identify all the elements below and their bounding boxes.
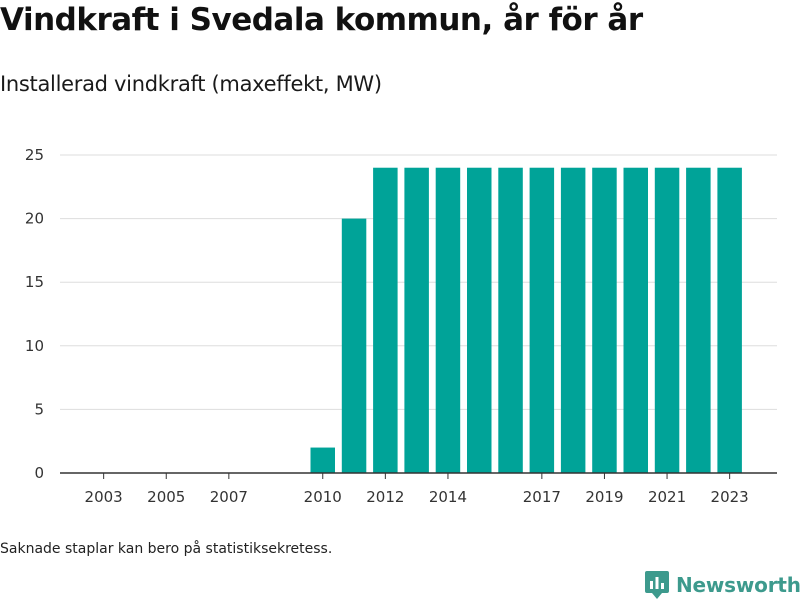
y-tick-label: 0 [34,464,44,482]
chart-title: Vindkraft i Svedala kommun, år för år [0,2,643,38]
bar-2021 [654,167,680,473]
bar-2022 [686,167,711,473]
bar-2018 [560,167,586,473]
bar-2017 [529,167,555,473]
newsworthy-logo-icon [645,571,669,599]
x-tick-label: 2017 [523,488,561,506]
bar-2015 [467,167,492,473]
y-tick-label: 10 [25,337,44,355]
bar-2013 [404,167,429,473]
bar-2023 [717,167,742,473]
y-tick-label: 5 [34,400,44,418]
x-tick-label: 2023 [711,488,749,506]
brand-logo: Newsworthy [644,569,800,601]
x-tick-label: 2003 [85,488,123,506]
bar-2014 [435,167,461,473]
x-tick-label: 2019 [585,488,623,506]
x-tick-label: 2012 [366,488,404,506]
bars [310,167,742,473]
x-tick-label: 2021 [648,488,686,506]
bar-2020 [623,167,648,473]
x-tick-label: 2014 [429,488,467,506]
x-tick-label: 2005 [147,488,185,506]
x-tick-label: 2007 [210,488,248,506]
chart-subtitle: Installerad vindkraft (maxeffekt, MW) [0,72,382,96]
bar-chart: 0 5 10 15 20 25 2003 2005 2007 2010 2012 2014 2017 20… [25,146,777,506]
bar-2016 [498,167,523,473]
x-tick-label: 2010 [304,488,342,506]
axes: 0 5 10 15 20 25 2003 2005 2007 2010 2012 2014 2017 20… [25,146,777,506]
bar-2012 [373,167,398,473]
bar-2019 [592,167,617,473]
y-tick-label: 25 [25,146,44,164]
y-tick-label: 20 [25,210,44,228]
brand-name: Newsworthy [676,573,800,597]
footnote: Saknade staplar kan bero på statistiksek… [0,541,333,557]
bar-2011 [341,218,367,473]
y-tick-label: 15 [25,273,44,291]
bar-2010 [310,447,335,473]
